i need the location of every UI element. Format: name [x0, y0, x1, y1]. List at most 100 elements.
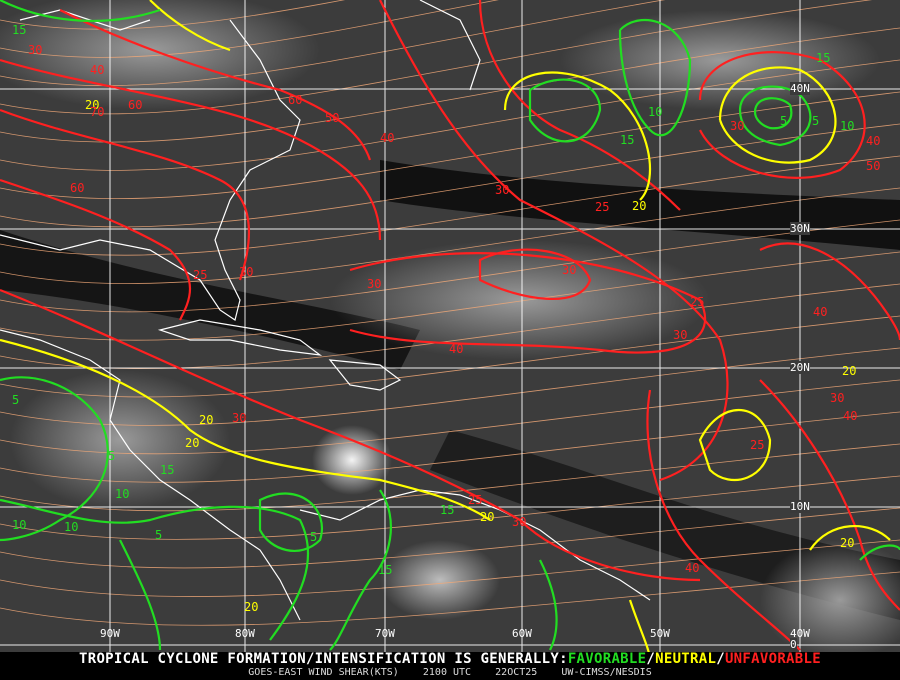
contour-value-label: 5 [310, 530, 318, 544]
streamline [0, 507, 900, 569]
latitude-label: 0 [790, 638, 797, 651]
streamline [0, 251, 900, 341]
contour-value-label: 60 [128, 98, 143, 112]
contour-value-label: 30 [673, 328, 688, 342]
contour-value-label: 40 [380, 131, 395, 145]
contour-value-label: 60 [70, 181, 85, 195]
streamline [0, 59, 900, 171]
contour-value-label: 40 [843, 409, 858, 423]
valid-date: 22OCT25 [495, 667, 538, 678]
contour-value-label: 20 [840, 536, 855, 550]
latitude-label: 30N [790, 222, 810, 235]
contour-value-label: 25 [595, 200, 610, 214]
slash: / [716, 651, 725, 667]
streamline [0, 123, 900, 228]
streamline [0, 27, 900, 143]
source: UW-CIMSS/NESDIS [561, 667, 652, 678]
contour-value-label: 10 [64, 520, 79, 534]
contour-value-label: 15 [440, 503, 455, 517]
contour-value-label: 30 [512, 515, 527, 529]
streamline [0, 91, 900, 200]
contour-value-label: 70 [90, 105, 105, 119]
contour-value-label: 5 [108, 449, 116, 463]
contour-value-label: 10 [115, 487, 130, 501]
contour-value-label: 20 [199, 413, 214, 427]
contour-value-label: 30 [730, 119, 745, 133]
neutral-label: NEUTRAL [655, 651, 717, 667]
contour-value-label: 10 [840, 119, 855, 133]
headline: TROPICAL CYCLONE FORMATION/INTENSIFICATI… [0, 652, 900, 667]
streamline [0, 443, 900, 512]
streamline [0, 0, 666, 87]
longitude-label: 90W [100, 627, 120, 640]
streamline [0, 539, 900, 597]
contour-value-label: 25 [193, 268, 208, 282]
slash: / [646, 651, 656, 667]
longitude-label: 70W [375, 627, 395, 640]
contour-value-label: 20 [632, 199, 647, 213]
headline-prefix: TROPICAL CYCLONE FORMATION/INTENSIFICATI… [79, 651, 568, 667]
longitude-label: 40W [790, 627, 810, 640]
contour-value-label: 15 [816, 51, 831, 65]
contour-value-label: 30 [28, 43, 43, 57]
contour-value-label: 5 [780, 114, 788, 128]
contour-value-label: 20 [244, 600, 259, 614]
streamline [0, 475, 900, 540]
contour-value-label: 10 [648, 105, 663, 119]
contour-value-label: 50 [325, 111, 340, 125]
contour-value-label: 20 [185, 436, 200, 450]
contour-value-label: 25 [468, 493, 483, 507]
contour-value-label: 25 [750, 438, 765, 452]
contour-value-label: 5 [12, 393, 20, 407]
streamline [0, 0, 499, 58]
streamline [0, 187, 900, 284]
contour-value-label: 20 [480, 510, 495, 524]
streamline [0, 0, 346, 30]
streamline [0, 219, 900, 313]
streamline [0, 155, 900, 256]
contour-value-label: 40 [685, 561, 700, 575]
longitude-label: 80W [235, 627, 255, 640]
contour-value-label: 25 [690, 295, 705, 309]
contour-value-label: 40 [449, 342, 464, 356]
contour-value-label: 15 [160, 463, 175, 477]
contour-value-label: 30 [562, 263, 577, 277]
contour-value-label: 10 [12, 518, 27, 532]
streamline [0, 571, 900, 626]
product-info: GOES-EAST WIND SHEAR(KTS) 2100 UTC 22OCT… [0, 667, 900, 679]
streamline [0, 0, 873, 115]
latitude-label: 10N [790, 500, 810, 513]
contour-value-label: 30 [830, 391, 845, 405]
contour-value-label: 30 [232, 411, 247, 425]
streamline [0, 283, 900, 369]
unfavorable-label: UNFAVORABLE [724, 651, 821, 667]
latitude-label: 40N [790, 82, 810, 95]
contour-value-label: 15 [620, 133, 635, 147]
latitude-label: 20N [790, 361, 810, 374]
streamline [0, 315, 900, 398]
contour-value-label: 30 [495, 183, 510, 197]
contour-value-label: 20 [85, 98, 100, 112]
contour-value-label: 30 [367, 277, 382, 291]
shear-contours [0, 0, 900, 661]
contour-value-label: 40 [813, 305, 828, 319]
lat-lon-grid [0, 0, 900, 652]
contour-value-label: 30 [239, 265, 254, 279]
contour-value-label: 50 [866, 159, 881, 173]
product-name: GOES-EAST WIND SHEAR(KTS) [248, 667, 399, 678]
streamlines [0, 0, 900, 626]
contour-value-label: 15 [12, 23, 27, 37]
contour-value-label: 40 [90, 63, 105, 77]
legend-banner: TROPICAL CYCLONE FORMATION/INTENSIFICATI… [0, 652, 900, 680]
contour-value-label: 5 [812, 114, 820, 128]
contour-value-label: 60 [288, 93, 303, 107]
valid-time: 2100 UTC [422, 667, 472, 678]
contour-value-label: 15 [378, 563, 393, 577]
contour-value-label: 20 [842, 364, 857, 378]
longitude-label: 60W [512, 627, 532, 640]
longitude-label: 50W [650, 627, 670, 640]
contour-value-label: 5 [155, 528, 163, 542]
contour-value-label: 40 [866, 134, 881, 148]
